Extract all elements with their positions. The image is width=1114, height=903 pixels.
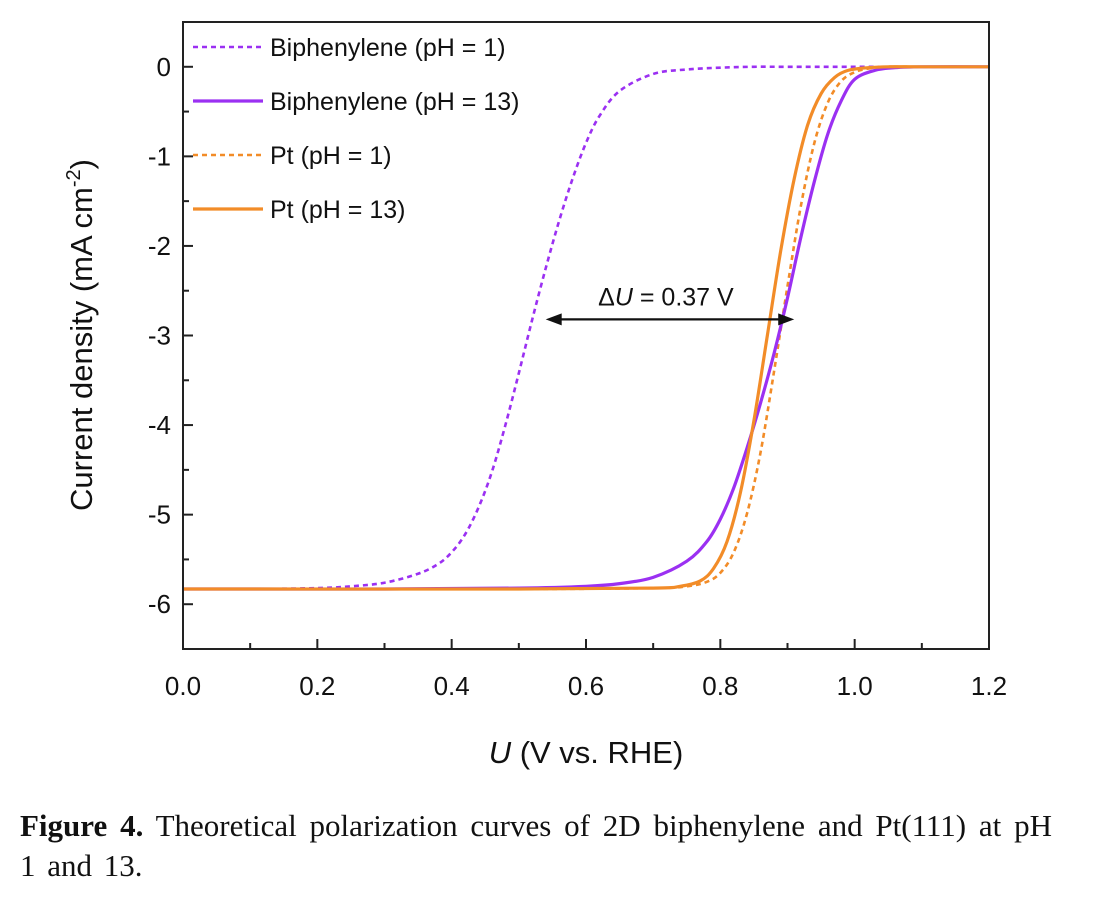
delta-u-label-symbol: U <box>615 283 634 311</box>
x-axis-title-unit: (V vs. RHE) <box>511 735 683 770</box>
series-line-1 <box>183 65 989 591</box>
x-tick-label: 0.6 <box>568 671 604 701</box>
legend-label-2: Biphenylene (pH = 13) <box>270 88 519 116</box>
delta-u-arrowhead-left <box>545 313 562 326</box>
delta-u-label: ΔU = 0.37 V <box>598 283 734 311</box>
legend-label-4: Pt (pH = 13) <box>270 196 405 224</box>
y-axis-title-exponent: -2 <box>63 169 85 187</box>
y-axis-title-main: Current density (mA cm <box>64 187 99 511</box>
y-tick-label: -1 <box>148 141 171 171</box>
delta-u-annotation: ΔU = 0.37 V <box>545 283 795 326</box>
y-tick-label: -2 <box>148 231 171 261</box>
x-tick-label: 0.4 <box>434 671 470 701</box>
legend: Biphenylene (pH = 1) Biphenylene (pH = 13… <box>193 34 519 224</box>
y-tick-label: -5 <box>148 500 171 530</box>
y-tick-label: -6 <box>148 589 171 619</box>
figure-caption-label: Figure 4. <box>20 808 144 843</box>
x-axis-title: U (V vs. RHE) <box>489 735 684 770</box>
x-axis-title-symbol: U <box>489 735 512 770</box>
delta-u-arrowhead-right <box>778 313 795 326</box>
x-tick-label: 0.8 <box>702 671 738 701</box>
polarization-chart: 0.0 0.2 0.4 0.6 0.8 1.0 1.2 0 -1 -2 -3 -4 -5 -6 U (V… <box>63 21 1007 770</box>
x-tick-label: 0.2 <box>299 671 335 701</box>
delta-u-label-value: = 0.37 V <box>633 283 734 311</box>
figure-caption: Figure 4. Theoretical polarization curve… <box>20 806 1052 886</box>
y-tick-label: -4 <box>148 410 171 440</box>
legend-label-3: Pt (pH = 1) <box>270 142 392 170</box>
plot-frame <box>182 21 990 650</box>
y-axis-title: Current density (mA cm-2) <box>63 159 99 511</box>
x-axis-ticks: 0.0 0.2 0.4 0.6 0.8 1.0 1.2 <box>165 639 1007 701</box>
data-curves <box>183 65 989 591</box>
series-line-4 <box>183 65 989 591</box>
y-axis-title-close: ) <box>64 159 99 169</box>
x-tick-label: 1.2 <box>971 671 1007 701</box>
x-tick-label: 1.0 <box>837 671 873 701</box>
x-tick-label: 0.0 <box>165 671 201 701</box>
figure-caption-text: Theoretical polarization curves of 2D bi… <box>20 808 1053 883</box>
delta-u-label-delta: Δ <box>598 283 615 311</box>
y-tick-label: 0 <box>157 52 171 82</box>
y-axis-ticks: 0 -1 -2 -3 -4 -5 -6 <box>148 21 193 650</box>
legend-label-1: Biphenylene (pH = 1) <box>270 34 506 62</box>
y-tick-label: -3 <box>148 321 171 351</box>
